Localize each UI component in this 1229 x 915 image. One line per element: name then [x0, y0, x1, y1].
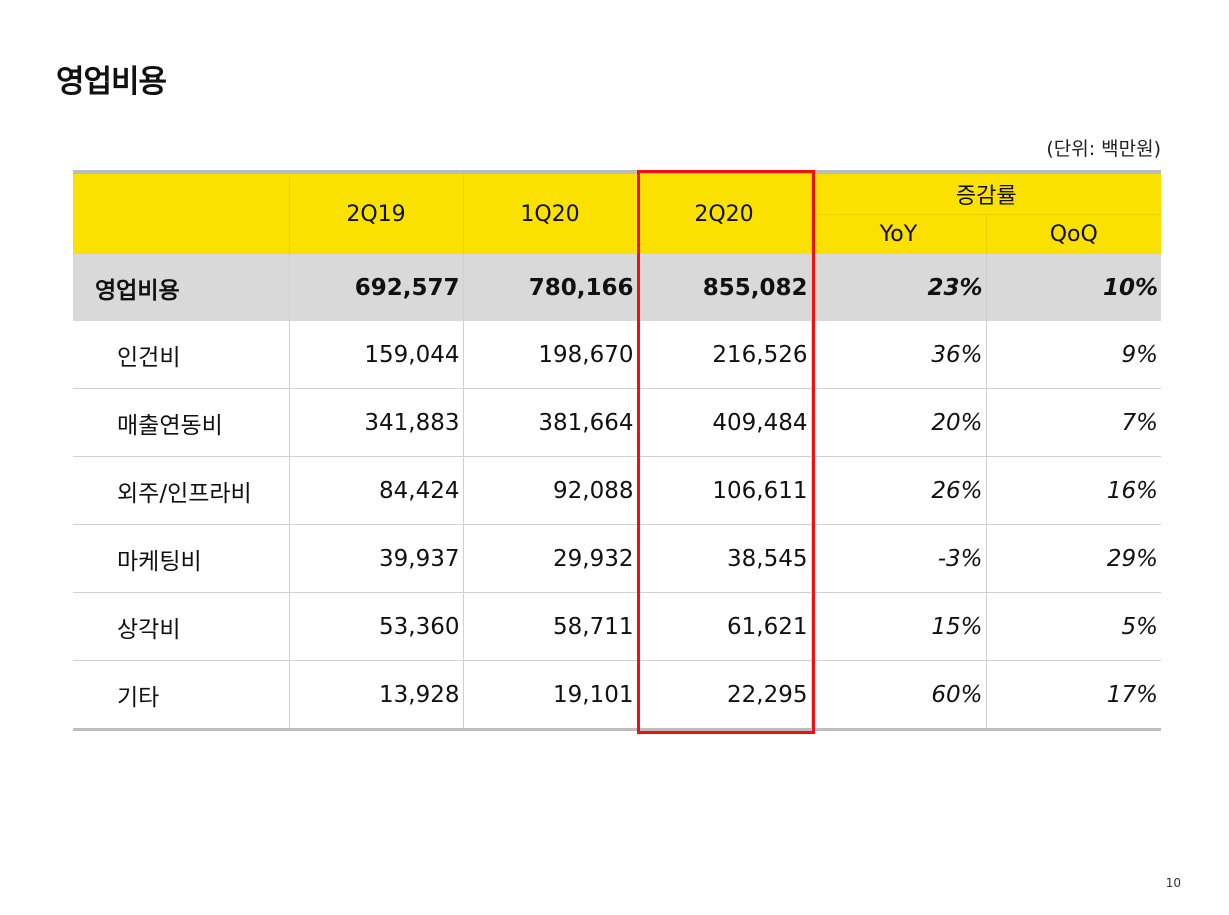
- cell-qoq: 9%: [985, 321, 1162, 389]
- cell-2q20: 61,621: [636, 592, 811, 661]
- cell-1q20: 19,101: [462, 660, 637, 731]
- cell-qoq: 16%: [985, 456, 1162, 525]
- cell-2q19: 84,424: [288, 456, 463, 525]
- cell-2q19: 341,883: [288, 388, 463, 457]
- cell-2q19: 159,044: [288, 321, 463, 389]
- cell-2q20: 22,295: [636, 660, 811, 731]
- cell-yoy: 20%: [810, 388, 986, 457]
- cell-1q20: 780,166: [462, 254, 637, 321]
- table-row: 마케팅비 39,937 29,932 38,545 -3% 29%: [73, 524, 1162, 593]
- cell-1q20: 198,670: [462, 321, 637, 389]
- col-header-2q19: 2Q19: [288, 170, 463, 254]
- col-header-qoq: QoQ: [985, 213, 1162, 254]
- cell-qoq: 10%: [985, 254, 1162, 321]
- row-label: 외주/인프라비: [73, 456, 289, 525]
- cell-2q19: 13,928: [288, 660, 463, 731]
- cell-1q20: 29,932: [462, 524, 637, 593]
- cell-yoy: 23%: [810, 254, 986, 321]
- cell-yoy: 60%: [810, 660, 986, 731]
- col-header-yoy: YoY: [810, 213, 986, 254]
- cell-2q19: 39,937: [288, 524, 463, 593]
- cell-qoq: 7%: [985, 388, 1162, 457]
- cell-2q20: 38,545: [636, 524, 811, 593]
- unit-note: (단위: 백만원): [1046, 138, 1161, 160]
- table-row: 매출연동비 341,883 381,664 409,484 20% 7%: [73, 388, 1162, 457]
- header-label-cell: [73, 170, 289, 254]
- cell-yoy: 36%: [810, 321, 986, 389]
- cell-qoq: 29%: [985, 524, 1162, 593]
- table-row: 인건비 159,044 198,670 216,526 36% 9%: [73, 321, 1162, 389]
- cell-2q19: 692,577: [288, 254, 463, 321]
- cell-2q20: 409,484: [636, 388, 811, 457]
- operating-expense-table: 2Q19 1Q20 2Q20 증감률 YoY QoQ 영업비용 692,577 …: [73, 170, 1162, 731]
- cell-2q19: 53,360: [288, 592, 463, 661]
- cell-2q20: 106,611: [636, 456, 811, 525]
- cell-qoq: 17%: [985, 660, 1162, 731]
- cell-2q20: 855,082: [636, 254, 811, 321]
- cell-2q20: 216,526: [636, 321, 811, 389]
- col-header-change-group: 증감률: [810, 170, 1162, 214]
- cell-1q20: 381,664: [462, 388, 637, 457]
- table-row: 기타 13,928 19,101 22,295 60% 17%: [73, 660, 1162, 731]
- cell-yoy: 26%: [810, 456, 986, 525]
- table-row: 외주/인프라비 84,424 92,088 106,611 26% 16%: [73, 456, 1162, 525]
- page-number: 10: [1165, 876, 1181, 890]
- cell-yoy: -3%: [810, 524, 986, 593]
- row-label: 상각비: [73, 592, 289, 661]
- cell-qoq: 5%: [985, 592, 1162, 661]
- col-header-1q20: 1Q20: [462, 170, 637, 254]
- row-label: 기타: [73, 660, 289, 731]
- cell-yoy: 15%: [810, 592, 986, 661]
- table-row: 상각비 53,360 58,711 61,621 15% 5%: [73, 592, 1162, 661]
- table-row-total: 영업비용 692,577 780,166 855,082 23% 10%: [73, 254, 1162, 321]
- row-label: 인건비: [73, 321, 289, 389]
- page-title: 영업비용: [56, 64, 167, 100]
- row-label: 영업비용: [73, 254, 289, 321]
- row-label: 마케팅비: [73, 524, 289, 593]
- row-label: 매출연동비: [73, 388, 289, 457]
- cell-1q20: 92,088: [462, 456, 637, 525]
- cell-1q20: 58,711: [462, 592, 637, 661]
- col-header-2q20: 2Q20: [636, 170, 811, 254]
